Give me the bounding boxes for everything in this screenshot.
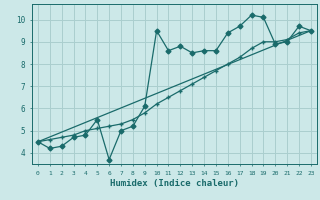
X-axis label: Humidex (Indice chaleur): Humidex (Indice chaleur) bbox=[110, 179, 239, 188]
